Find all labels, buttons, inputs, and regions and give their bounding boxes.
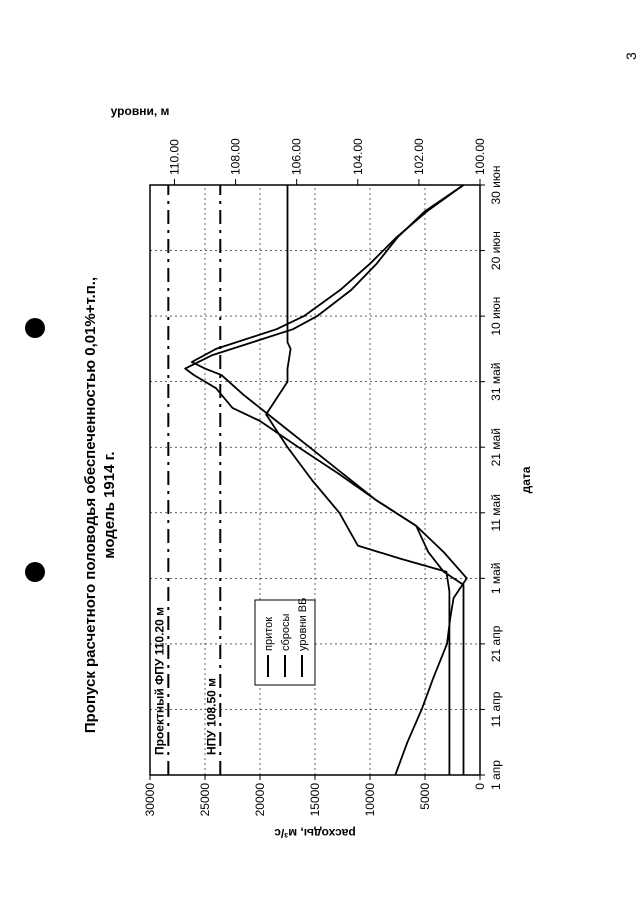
x-tick-label: 1 май bbox=[489, 563, 503, 595]
legend-entry-outflow: сбросы bbox=[280, 613, 292, 651]
x-tick-label: 21 май bbox=[489, 428, 503, 466]
y-tick-label: 5000 bbox=[418, 783, 432, 810]
x-tick-label: 21 апр bbox=[489, 625, 503, 662]
y2-axis: 110.00 108.00 106.00 104.00 102.00 100.00 bbox=[167, 138, 487, 185]
y2-tick-label: 102.00 bbox=[412, 138, 426, 175]
x-tick-label: 20 июн bbox=[489, 231, 503, 270]
x-tick-label: 1 апр bbox=[489, 760, 503, 790]
x-tick-label: 11 апр bbox=[489, 691, 503, 727]
legend-entry-levels: уровни ВБ bbox=[297, 598, 309, 651]
punch-hole-bottom bbox=[25, 562, 45, 582]
y2-tick-label: 104.00 bbox=[351, 138, 365, 175]
x-axis-label: дата bbox=[519, 466, 533, 493]
x-tick-label: 31 май bbox=[489, 363, 503, 401]
x-tick-label: 11 май bbox=[489, 494, 503, 531]
series-group bbox=[184, 184, 468, 776]
npu-reference-label: НПУ 108.50 м bbox=[204, 678, 218, 755]
x-tick-label: 10 июн bbox=[489, 297, 503, 336]
series-line-outflow bbox=[190, 184, 465, 775]
punch-hole-top bbox=[25, 318, 45, 338]
y2-axis-label: уровни, м bbox=[111, 104, 170, 118]
x-axis: 1 апр 11 апр 21 апр 1 май 11 май 21 май 31 май… bbox=[480, 165, 503, 790]
y2-tick-label: 100.00 bbox=[473, 138, 487, 175]
y-axis: 30000 25000 20000 15000 10000 5000 0 bbox=[143, 775, 487, 816]
y-tick-label: 0 bbox=[473, 783, 487, 790]
fpu-reference-label: Проектный ФПУ 110.20 м bbox=[152, 607, 166, 755]
y-tick-label: 30000 bbox=[143, 783, 157, 817]
legend-entry-inflow: приток bbox=[263, 617, 275, 651]
y2-tick-label: 106.00 bbox=[290, 138, 304, 175]
y2-tick-label: 110.00 bbox=[167, 139, 181, 175]
y-tick-label: 15000 bbox=[308, 783, 322, 817]
y-tick-label: 25000 bbox=[198, 783, 212, 817]
series-line-levels bbox=[265, 185, 451, 775]
y-tick-label: 10000 bbox=[363, 783, 377, 817]
chart-subtitle: модель 1914 г. bbox=[101, 451, 118, 558]
x-tick-label: 30 июн bbox=[489, 165, 503, 204]
y2-tick-label: 108.00 bbox=[229, 138, 243, 175]
y-tick-label: 20000 bbox=[253, 783, 267, 817]
legend: приток сбросы уровни ВБ bbox=[254, 598, 316, 686]
chart-title: Пропуск расчетного половодья обеспеченно… bbox=[82, 277, 99, 733]
y-axis-label: расходы, м³/с bbox=[274, 826, 356, 840]
series-line-inflow bbox=[184, 184, 468, 776]
